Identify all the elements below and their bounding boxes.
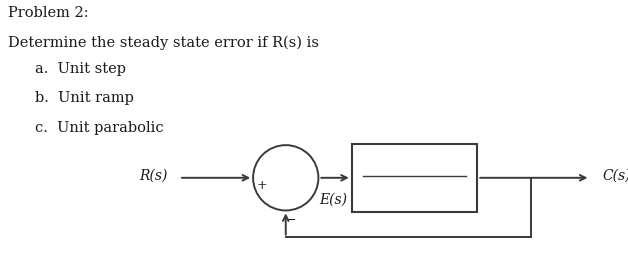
Bar [352, 144, 477, 212]
Text: c.  Unit parabolic: c. Unit parabolic [35, 121, 163, 135]
Text: (s + 2)(s + 3): (s + 2)(s + 3) [367, 186, 462, 201]
Text: E(s): E(s) [319, 192, 347, 207]
Text: +: + [256, 179, 267, 192]
Text: 5(s + 1): 5(s + 1) [386, 157, 443, 172]
Text: Problem 2:: Problem 2: [8, 6, 88, 20]
Text: R(s): R(s) [139, 168, 168, 182]
Text: a.  Unit step: a. Unit step [35, 62, 126, 76]
Text: b.  Unit ramp: b. Unit ramp [35, 91, 133, 105]
Text: Determine the steady state error if R(s) is: Determine the steady state error if R(s)… [8, 36, 318, 50]
Text: C(s): C(s) [603, 168, 628, 182]
Text: −: − [286, 214, 296, 227]
